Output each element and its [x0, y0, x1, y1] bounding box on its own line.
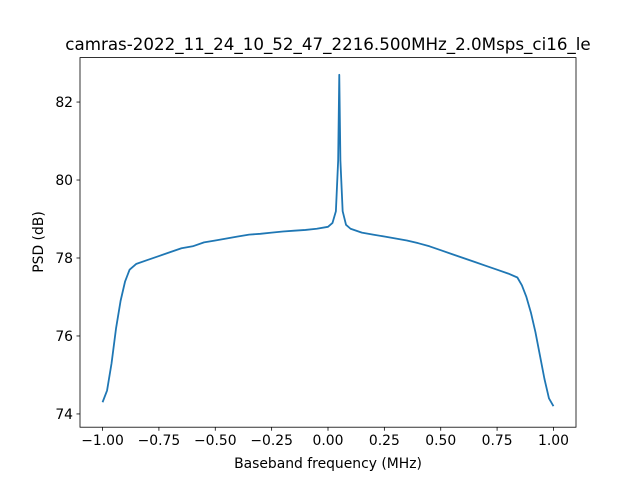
x-tick-label: −0.75 [138, 433, 181, 449]
y-tick-label: 80 [55, 173, 73, 189]
y-tick-label: 82 [55, 95, 73, 111]
chart-title: camras-2022_11_24_10_52_47_2216.500MHz_2… [65, 34, 590, 55]
y-tick-label: 74 [55, 407, 73, 423]
x-tick-label: 0.75 [482, 433, 513, 449]
y-axis-label: PSD (dB) [31, 211, 47, 273]
x-tick-label: 1.00 [538, 433, 569, 449]
x-tick-label: −1.00 [81, 433, 124, 449]
x-tick-label: 0.25 [369, 433, 400, 449]
y-tick-label: 78 [55, 251, 73, 267]
x-tick-label: −0.50 [194, 433, 237, 449]
x-tick-label: −0.25 [250, 433, 293, 449]
x-tick-label: 0.50 [425, 433, 456, 449]
plot-frame [79, 57, 577, 428]
data-line [101, 73, 555, 407]
x-axis-label: Baseband frequency (MHz) [234, 456, 422, 472]
x-tick-label: 0.00 [313, 433, 344, 449]
y-tick-label: 76 [55, 329, 73, 345]
